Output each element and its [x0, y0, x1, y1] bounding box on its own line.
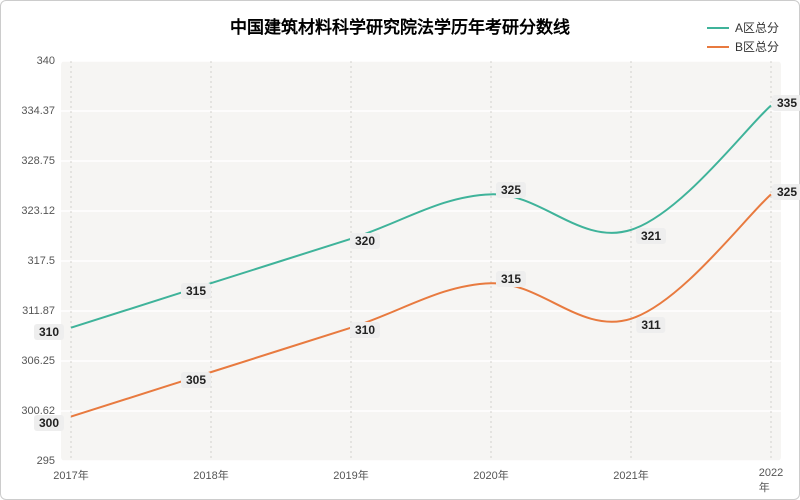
y-axis-label: 295 [37, 455, 55, 467]
plot-svg [61, 61, 781, 461]
legend-item-b: B区总分 [707, 38, 779, 55]
y-axis-label: 306.25 [21, 355, 55, 367]
y-axis-label: 334.37 [21, 105, 55, 117]
data-point-label: 305 [181, 372, 211, 388]
x-axis-label: 2020年 [473, 467, 508, 483]
legend: A区总分 B区总分 [707, 19, 779, 57]
x-axis-label: 2017年 [53, 467, 88, 483]
legend-swatch-b [707, 46, 729, 48]
y-axis-label: 323.12 [21, 205, 55, 217]
data-point-label: 315 [496, 271, 526, 287]
y-axis-label: 317.5 [27, 255, 55, 267]
data-point-label: 335 [772, 95, 800, 111]
data-point-label: 325 [772, 184, 800, 200]
chart-title: 中国建筑材料科学研究院法学历年考研分数线 [230, 13, 570, 38]
y-axis-label: 340 [37, 55, 55, 67]
legend-item-a: A区总分 [707, 19, 779, 36]
y-axis-label: 328.75 [21, 155, 55, 167]
data-point-label: 321 [636, 228, 666, 244]
data-point-label: 310 [350, 322, 380, 338]
chart-container: 中国建筑材料科学研究院法学历年考研分数线 A区总分 B区总分 295300.62… [0, 0, 800, 500]
data-point-label: 300 [34, 415, 64, 431]
data-point-label: 320 [350, 233, 380, 249]
legend-label-b: B区总分 [735, 38, 779, 55]
x-axis-label: 2022年 [759, 467, 783, 495]
x-axis-label: 2018年 [193, 467, 228, 483]
data-point-label: 315 [181, 283, 211, 299]
legend-swatch-a [707, 27, 729, 29]
x-axis-label: 2019年 [333, 467, 368, 483]
data-point-label: 325 [496, 182, 526, 198]
x-axis-label: 2021年 [613, 467, 648, 483]
y-axis-label: 311.87 [22, 305, 55, 317]
data-point-label: 311 [636, 317, 665, 333]
data-point-label: 310 [34, 324, 64, 340]
plot-area: 295300.62306.25311.87317.5323.12328.7533… [61, 61, 781, 461]
legend-label-a: A区总分 [735, 19, 779, 36]
